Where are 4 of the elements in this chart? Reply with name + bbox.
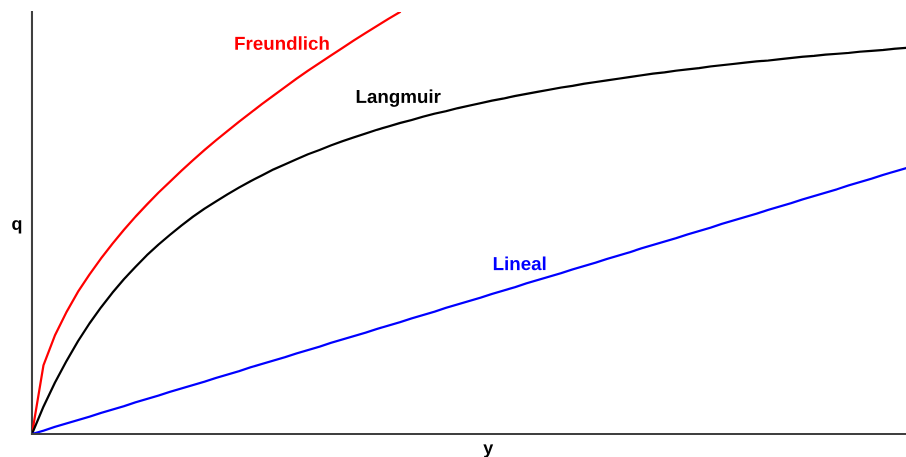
- y-axis-title: q: [12, 220, 22, 234]
- series-label: Langmuir: [356, 89, 441, 107]
- series-label: Freundlich: [235, 36, 329, 50]
- series-label: Lineal: [494, 256, 546, 270]
